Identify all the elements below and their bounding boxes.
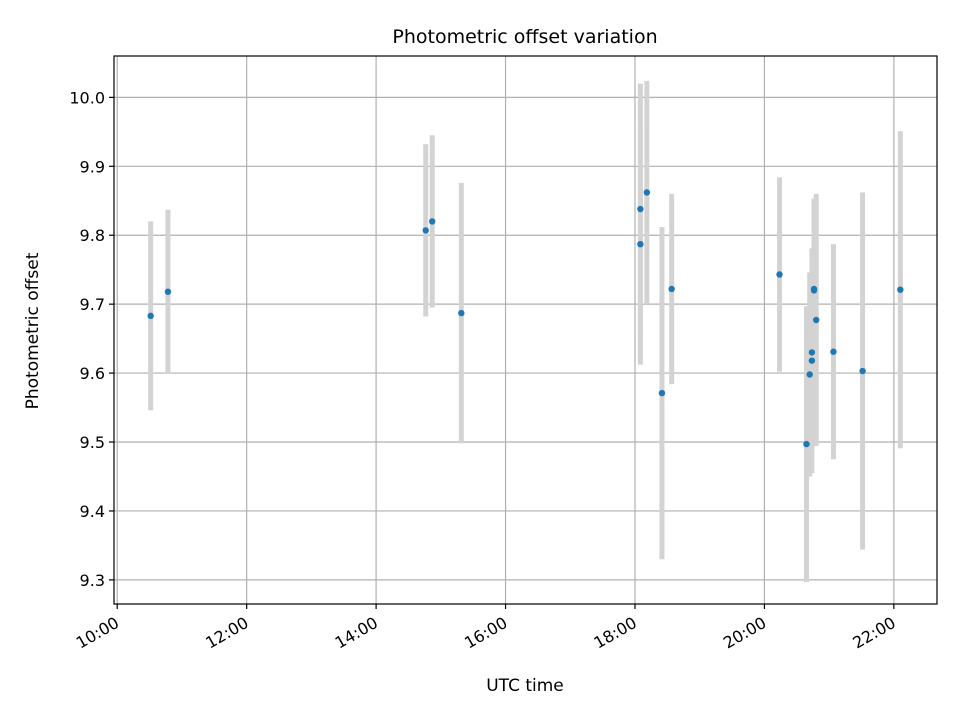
x-axis-label: UTC time — [486, 676, 564, 696]
x-tick-label: 12:00 — [202, 613, 251, 653]
data-point — [422, 227, 429, 234]
data-point — [428, 218, 436, 225]
x-tick-label: 14:00 — [332, 613, 381, 653]
data-point — [637, 240, 644, 248]
data-point — [643, 189, 651, 196]
y-tick-label: 9.6 — [80, 364, 105, 383]
data-point — [812, 316, 820, 324]
x-tick-label: 16:00 — [461, 613, 510, 653]
y-tick-label: 9.4 — [80, 502, 105, 521]
data-point — [658, 389, 666, 397]
data-point — [859, 367, 866, 375]
data-point — [147, 312, 154, 320]
data-point — [458, 309, 465, 317]
data-points — [147, 189, 904, 448]
y-tick-label: 9.3 — [80, 571, 105, 590]
data-point — [808, 349, 816, 356]
y-tick-label: 9.8 — [80, 226, 105, 245]
y-tick-label: 10.0 — [69, 88, 105, 107]
data-point — [810, 285, 818, 293]
data-point — [637, 205, 644, 213]
data-point — [830, 348, 837, 355]
x-tick-label: 22:00 — [849, 613, 898, 653]
y-axis: 9.3 9.4 9.5 9.6 9.7 9.8 9.9 10.0 — [69, 88, 114, 590]
y-tick-label: 9.7 — [80, 295, 105, 314]
error-bars — [148, 80, 903, 582]
y-axis-label: Photometric offset — [23, 252, 43, 409]
x-tick-label: 20:00 — [720, 613, 769, 653]
data-point — [808, 357, 816, 364]
grid — [114, 56, 937, 604]
data-point — [776, 271, 783, 278]
y-tick-label: 9.9 — [80, 157, 105, 176]
data-point — [803, 440, 810, 448]
chart-title: Photometric offset variation — [392, 26, 657, 48]
x-axis: 10:00 12:00 14:00 16:00 18:00 20:00 22:00 — [73, 604, 899, 653]
data-point — [164, 288, 172, 295]
x-tick-label: 10:00 — [73, 613, 122, 653]
y-tick-label: 9.5 — [80, 433, 105, 452]
data-point — [806, 371, 813, 378]
data-point — [668, 285, 675, 293]
x-tick-label: 18:00 — [591, 613, 640, 653]
data-point — [897, 286, 904, 293]
plot-frame — [113, 55, 938, 605]
